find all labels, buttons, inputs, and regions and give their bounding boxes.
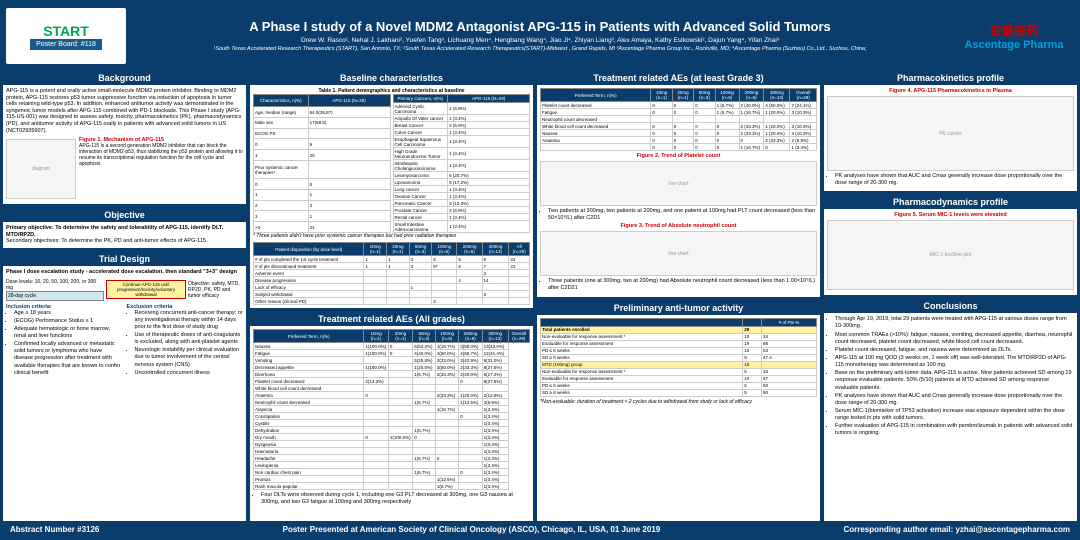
disposition-table: Patient disposition (by dose level)10mg …	[253, 242, 530, 305]
corresponding-email: Corresponding author email: yzhai@ascent…	[843, 525, 1070, 535]
aes-g3-section: Treatment related AEs (at least Grade 3)…	[536, 70, 821, 298]
dose-levels: Dose levels: 10, 20, 50, 100, 200, or 30…	[6, 279, 104, 291]
conclusions-section: Conclusions Through Apr 19, 2019, total …	[823, 298, 1078, 522]
fig3-note: Three patients (one at 300mg, two at 200…	[548, 278, 817, 292]
pk-section: Pharmacokinetics profile Figure 4. APG-1…	[823, 70, 1078, 192]
fig2-note: Two patients at 300mg, two patients at 2…	[548, 208, 817, 222]
aes-g3-table: Preferred Term, n(%)10mg (n=1)20mg (n=1)…	[540, 88, 817, 151]
ascentage-logo: 亚盛医药 Ascentage Pharma	[954, 22, 1074, 51]
baseline-title: Baseline characteristics	[250, 71, 533, 85]
background-section: Background APG-115 is a potent and orall…	[2, 70, 247, 205]
fig5-caption: Figure 5. Serum MIC-1 levels were elevat…	[827, 212, 1074, 218]
inclusion-list: Age ≥ 18 years(ECOG) Performance Status …	[6, 310, 123, 377]
neutrophil-chart: line chart	[540, 231, 817, 276]
antitumor-note: *Non-evaluable: duration of treatment < …	[540, 399, 817, 405]
ascentage-cn: 亚盛医药	[990, 22, 1038, 39]
mechanism-figure: diagram	[6, 139, 76, 199]
start-logo: START Poster Board: #118	[6, 8, 126, 64]
pk-title: Pharmacokinetics profile	[824, 71, 1077, 85]
primary-obj: Primary objective: To determine the safe…	[6, 225, 223, 238]
poster-title: A Phase I study of a Novel MDM2 Antagoni…	[136, 19, 944, 34]
pd-section: Pharmacodynamics profile Figure 5. Serum…	[823, 194, 1078, 296]
ascentage-name: Ascentage Pharma	[964, 39, 1063, 51]
background-text: APG-115 is a potent and orally active sm…	[6, 88, 243, 134]
pd-chart: MIC-1 box/line plot	[827, 220, 1074, 290]
secondary-obj: Secondary objectives: To determine the P…	[6, 238, 243, 245]
char-note: * Three patients didn't have prior syste…	[253, 233, 530, 239]
aes-all-table: Preferred Term, n(%)10mg (n=1)20mg (n=1)…	[253, 329, 530, 490]
concl-title: Conclusions	[824, 299, 1077, 313]
characteristics-table: Characteristics, n(%)APG-115 (N=29)Age, …	[253, 94, 391, 233]
aes-g3-title: Treatment related AEs (at least Grade 3)	[537, 71, 820, 85]
abstract-number: Abstract Number #3126	[10, 525, 99, 535]
poster-board-label: Poster Board: #118	[30, 39, 102, 50]
antitumor-title: Preliminary anti-tumor activity	[537, 301, 820, 315]
baseline-section: Baseline characteristics Table 1. Patien…	[249, 70, 534, 309]
fig4-caption: Figure 4. APG-115 Pharmacokinetics in Pl…	[827, 88, 1074, 94]
background-title: Background	[3, 71, 246, 85]
trial-section: Trial Design Phase I dose escalation stu…	[2, 251, 247, 522]
footer-venue: Poster Presented at American Society of …	[283, 525, 661, 535]
header-titles: A Phase I study of a Novel MDM2 Antagoni…	[136, 19, 944, 53]
cancer-table: Primary Cancers, n(%)APG-115 (N=29)Adeno…	[393, 94, 531, 233]
aes-all-note: Four DLTs were observed during cycle 1, …	[261, 492, 530, 506]
cycle-box: 28-day cycle	[6, 291, 104, 301]
affiliations: ¹South Texas Accelerated Research Therap…	[136, 46, 944, 53]
conclusions-list: Through Apr 19, 2019, total 29 patients …	[827, 316, 1074, 437]
poster-footer: Abstract Number #3126 Poster Presented a…	[2, 522, 1078, 538]
pk-note: PK analyses have shown that AUC and Cmax…	[835, 173, 1074, 187]
trial-title: Trial Design	[3, 252, 246, 266]
antitumor-table: # of Pts %Total patients enrolled29Non-e…	[540, 318, 817, 397]
objective-section: Objective Primary objective: To determin…	[2, 207, 247, 249]
aes-all-section: Treatment related AEs (All grades) Prefe…	[249, 311, 534, 522]
platelet-chart: line chart	[540, 161, 817, 206]
pk-chart: PK curves	[827, 96, 1074, 171]
fig1-text: APG-115 is a second generation MDM2 inhi…	[79, 143, 243, 167]
pd-title: Pharmacodynamics profile	[824, 195, 1077, 209]
continue-box: Continue APG-115 until progression/toxic…	[106, 280, 186, 299]
poster-header: START Poster Board: #118 A Phase I study…	[2, 2, 1078, 70]
objective-title: Objective	[3, 208, 246, 222]
start-logo-text: START	[43, 23, 89, 39]
trial-text: Phase I dose escalation study - accelera…	[6, 269, 237, 275]
exclusion-list: Receiving concurrent anti-cancer therapy…	[127, 310, 244, 377]
aes-all-title: Treatment related AEs (All grades)	[250, 312, 533, 326]
poster-body: Background APG-115 is a potent and orall…	[2, 70, 1078, 522]
antitumor-section: Preliminary anti-tumor activity # of Pts…	[536, 300, 821, 522]
fig2-caption: Figure 2. Trend of Platelet count	[540, 153, 817, 159]
fig3-caption: Figure 3. Trend of Absolute neutrophil c…	[540, 223, 817, 229]
authors: Drew W. Rasco¹, Nehal J. Lakhani², Yuefe…	[136, 37, 944, 44]
